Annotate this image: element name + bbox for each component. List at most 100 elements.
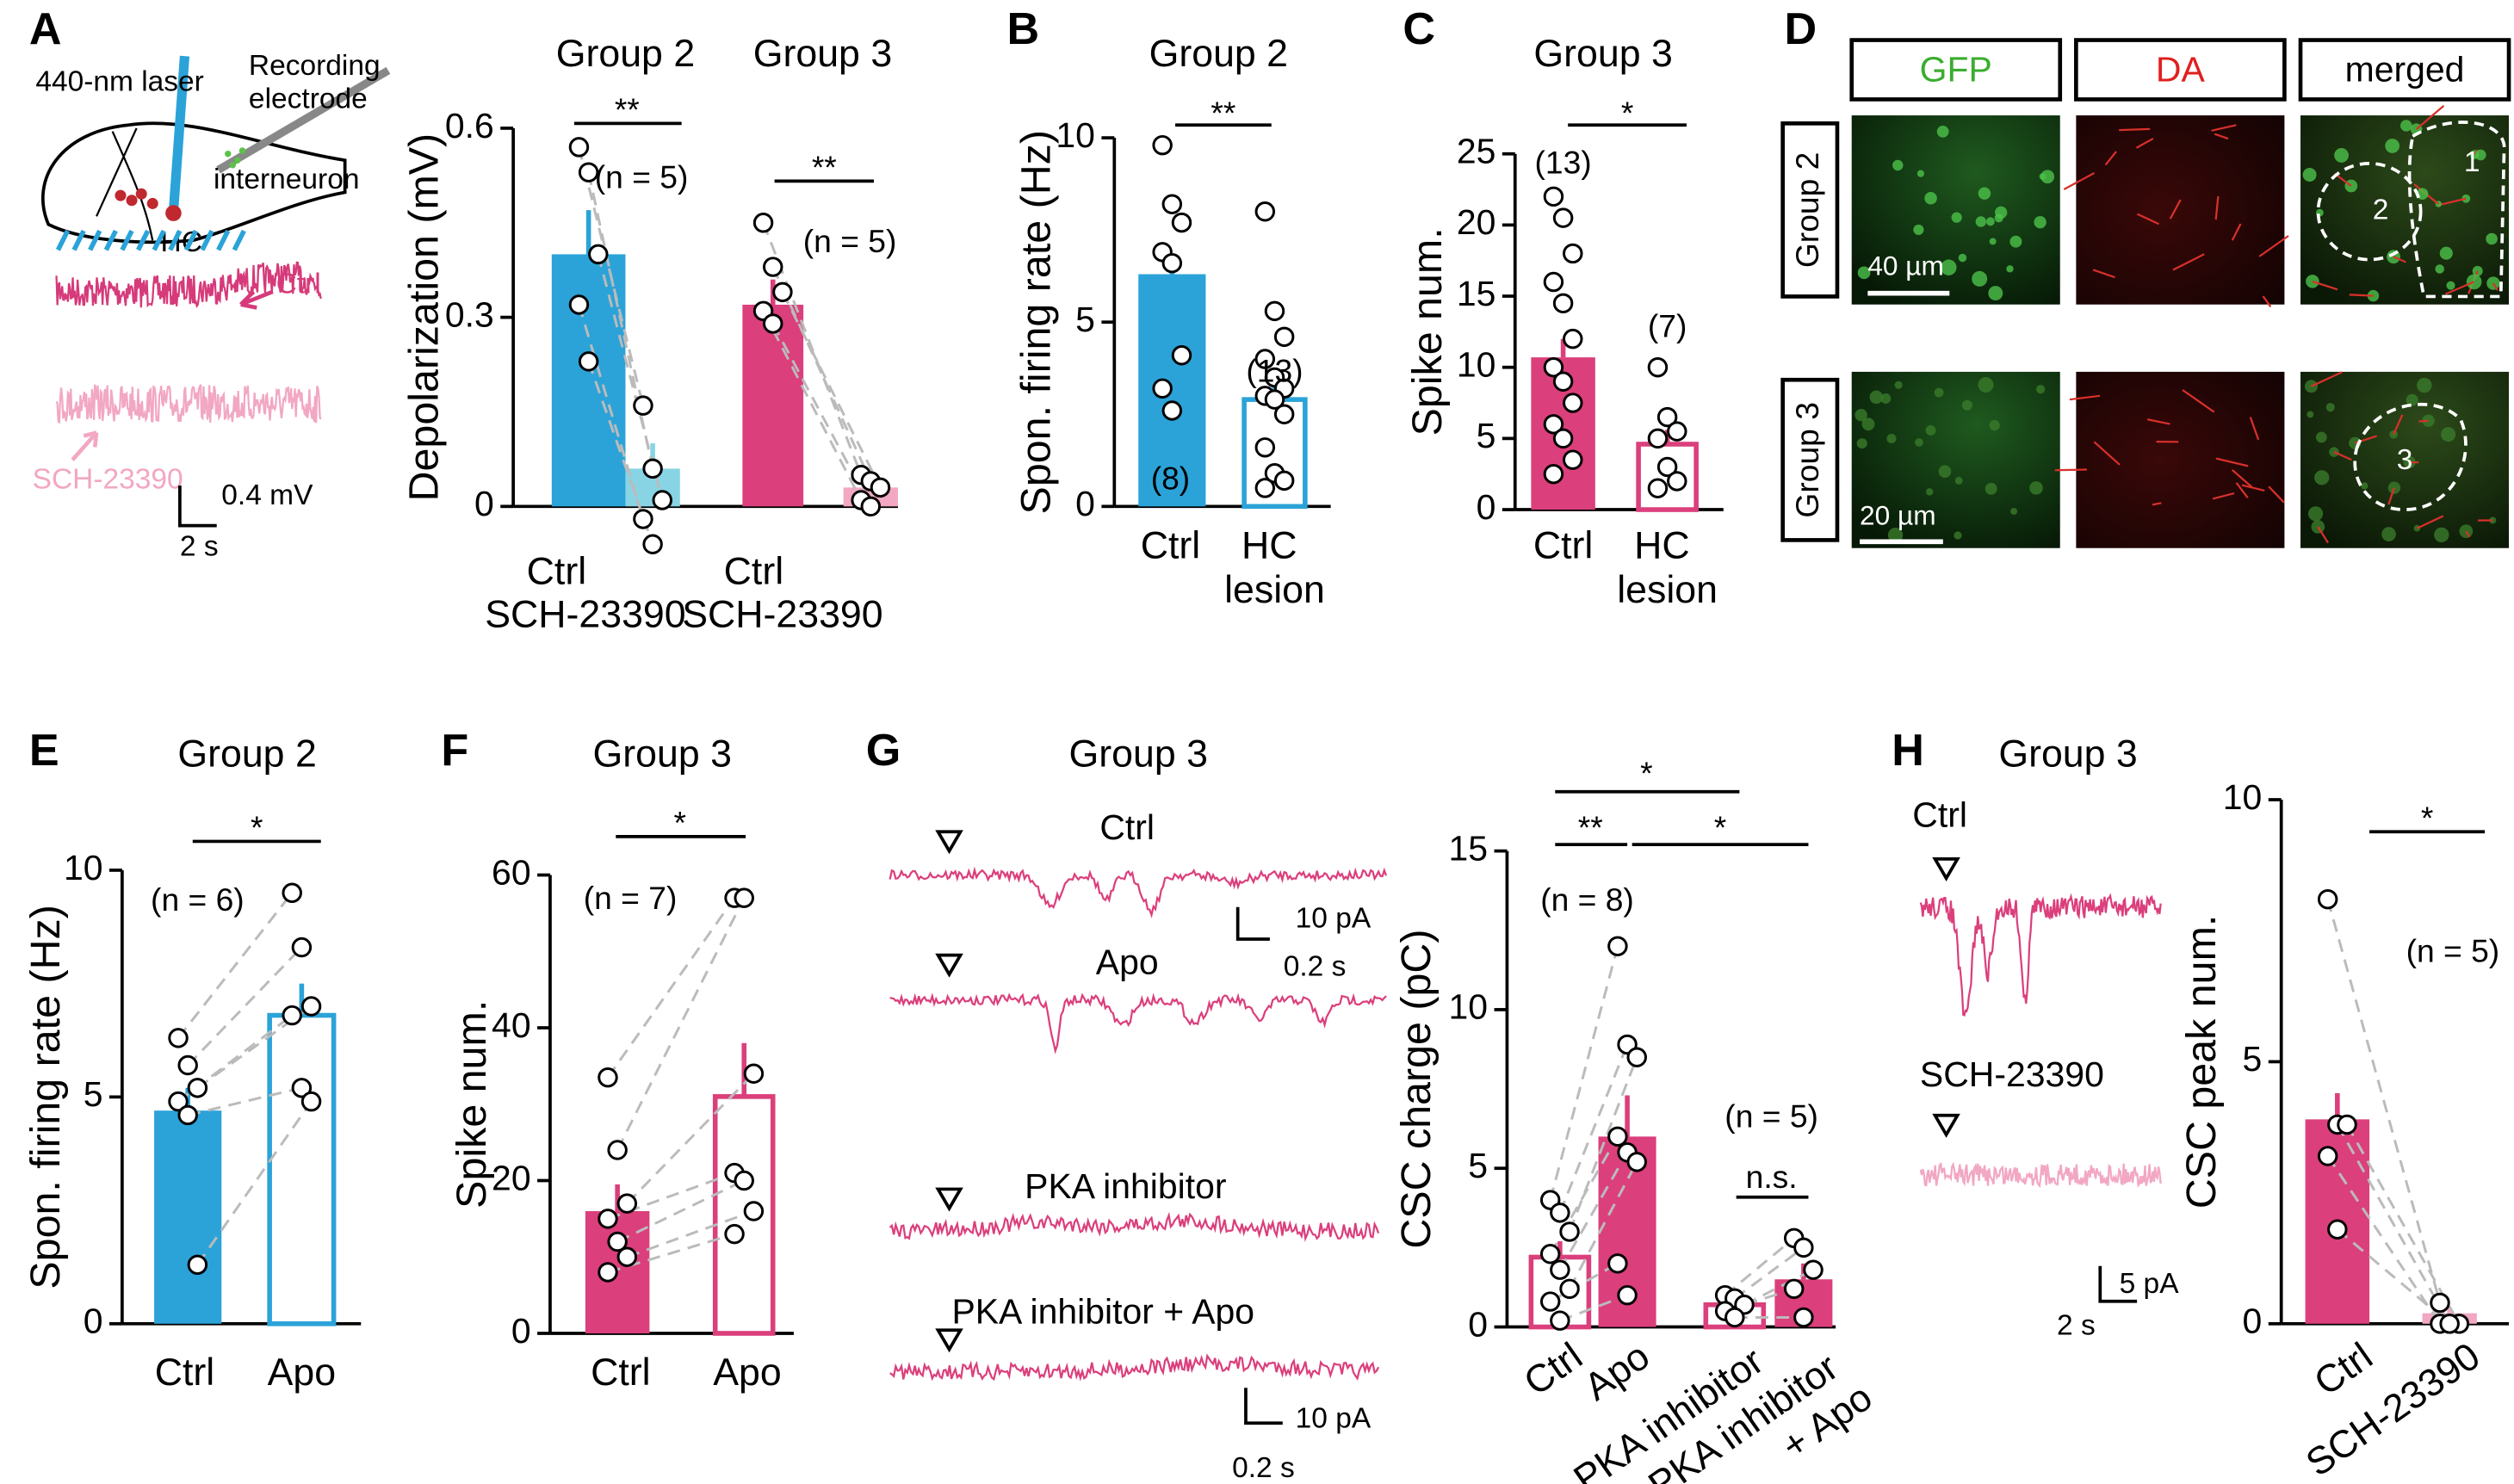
data-point: [568, 137, 590, 158]
y-tick-label: 10: [1449, 987, 1489, 1027]
annotation: (n = 8): [1540, 881, 1634, 918]
data-point: [1254, 201, 1276, 222]
pair-line: [1568, 1056, 1638, 1233]
chart-title: Group 3: [593, 733, 732, 776]
fiber: [2054, 468, 2087, 472]
panel-letter: F: [441, 726, 468, 776]
fiber: [2445, 281, 2475, 295]
data-point: [291, 1078, 313, 1098]
fiber: [2268, 485, 2285, 504]
laser-stimulus: [232, 229, 246, 251]
data-point: [300, 1091, 322, 1112]
data-point: [1563, 243, 1583, 264]
annotation: *: [1640, 755, 1652, 791]
data-point: [588, 244, 609, 265]
cell: [1985, 217, 1995, 226]
data-point: [187, 1254, 208, 1276]
fiber: [2104, 151, 2117, 166]
y-tick-label: 20: [492, 1158, 531, 1197]
data-point: [578, 351, 599, 372]
fiber: [2063, 171, 2095, 190]
data-point: [1543, 186, 1564, 207]
pair-line: [771, 266, 872, 482]
region-outline: [2316, 162, 2423, 262]
annotation: (n = 5): [2406, 933, 2500, 969]
fiber: [2092, 269, 2115, 279]
cell: [2006, 265, 2014, 273]
cell: [2040, 170, 2055, 184]
label-line: lesion: [1617, 569, 1718, 611]
cell: [2314, 470, 2330, 485]
fiber: [2093, 441, 2121, 466]
data-point: [1264, 389, 1285, 410]
pair-line: [2336, 1228, 2451, 1325]
cell: [1916, 170, 1925, 177]
data-point: [1647, 478, 1669, 498]
cell: [2459, 524, 2474, 539]
y-tick-label: 0: [474, 484, 494, 523]
label: 5 pA: [2120, 1268, 2180, 1300]
data-point: [1607, 1126, 1628, 1147]
fiber: [2214, 195, 2220, 220]
pair-line: [587, 361, 654, 545]
x-tick-label: Ctrl: [591, 1351, 650, 1394]
label: 2 s: [2057, 1309, 2096, 1341]
data-point: [1539, 1291, 1561, 1312]
fiber: [2211, 124, 2237, 132]
label: 2: [2373, 195, 2389, 226]
pair-line: [626, 1073, 755, 1205]
annotation: (n = 7): [584, 880, 678, 916]
y-tick-label: 15: [1449, 828, 1489, 868]
data-point: [734, 1170, 754, 1191]
cell: [2486, 232, 2498, 245]
cell: [2406, 393, 2418, 406]
annotation: (n = 5): [595, 158, 689, 195]
data-point: [1254, 437, 1276, 458]
cell: [2381, 527, 2396, 541]
micrograph: [2076, 371, 2285, 548]
data-point: [652, 490, 673, 510]
fiber: [2387, 487, 2395, 505]
y-tick-label: 60: [492, 852, 531, 892]
data-point: [1543, 356, 1564, 378]
panel-letter: H: [1892, 726, 1924, 776]
data-point: [1559, 1278, 1580, 1300]
cell: [2325, 403, 2335, 412]
annotation: **: [1211, 95, 1235, 131]
y-axis-label: Spon. firing rate (Hz): [1013, 130, 1060, 514]
annotation: (13): [1246, 353, 1303, 389]
label: 0.4 mV: [221, 479, 313, 511]
cell: [1856, 438, 1867, 449]
data-point: [1273, 404, 1295, 424]
region-outline: [2353, 402, 2468, 511]
fiber: [2418, 419, 2429, 423]
neuron: [126, 195, 138, 207]
trace: [55, 384, 322, 424]
cell: [1886, 433, 1897, 444]
cell: [1951, 212, 1962, 223]
data-point: [1552, 207, 1574, 228]
cell: [1855, 408, 1867, 422]
data-point: [1563, 449, 1583, 470]
panel-letter: E: [29, 726, 59, 776]
label-line: Recording: [249, 50, 388, 82]
y-tick-label: 5: [1477, 416, 1496, 455]
x-tick-label: HC lesion: [1617, 525, 1718, 611]
fiber: [2241, 484, 2265, 492]
annotation: *: [2421, 800, 2433, 836]
y-axis-label: Spike num.: [1404, 227, 1451, 436]
fiber: [2349, 294, 2374, 297]
cell: [1954, 476, 1963, 485]
x-tick-label: Ctrl: [1517, 1335, 1590, 1404]
column-header: [2074, 38, 2287, 102]
cell: [2361, 482, 2368, 490]
fiber: [2333, 451, 2352, 461]
annotation: *: [1621, 95, 1633, 131]
data-point: [633, 509, 653, 529]
data-point: [2317, 1146, 2338, 1166]
cell: [2389, 430, 2399, 439]
y-tick-label: 0: [2243, 1302, 2263, 1341]
cell: [2034, 215, 2046, 229]
interneuron: [234, 157, 241, 164]
